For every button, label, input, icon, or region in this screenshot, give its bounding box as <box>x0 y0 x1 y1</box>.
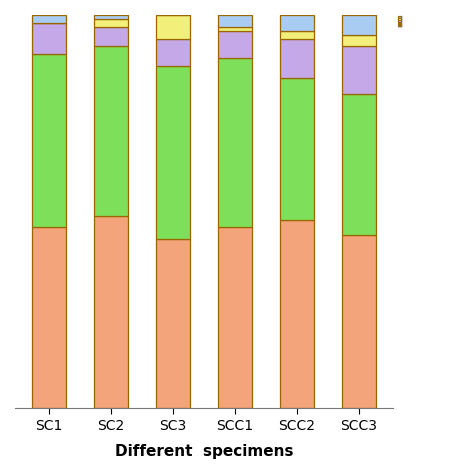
Bar <box>280 31 314 38</box>
Bar <box>342 35 376 46</box>
Bar <box>218 58 252 228</box>
Bar <box>218 31 252 58</box>
Bar <box>280 15 314 31</box>
Bar <box>156 66 190 239</box>
Legend: , , , , : , , , , <box>398 16 402 27</box>
Bar <box>156 239 190 409</box>
Bar <box>156 38 190 66</box>
Bar <box>342 236 376 409</box>
Bar <box>280 78 314 219</box>
Bar <box>156 15 190 38</box>
Bar <box>218 27 252 31</box>
X-axis label: Different  specimens: Different specimens <box>115 444 293 459</box>
Bar <box>32 15 66 23</box>
Bar <box>94 15 128 19</box>
Bar <box>32 228 66 409</box>
Bar <box>32 23 66 55</box>
Bar <box>280 219 314 409</box>
Bar <box>94 27 128 46</box>
Bar <box>342 46 376 94</box>
Bar <box>94 19 128 27</box>
Bar <box>94 216 128 409</box>
Bar <box>218 228 252 409</box>
Bar <box>94 46 128 216</box>
Bar <box>342 15 376 35</box>
Bar <box>218 15 252 27</box>
Bar <box>32 55 66 228</box>
Bar <box>342 94 376 236</box>
Bar <box>280 38 314 78</box>
